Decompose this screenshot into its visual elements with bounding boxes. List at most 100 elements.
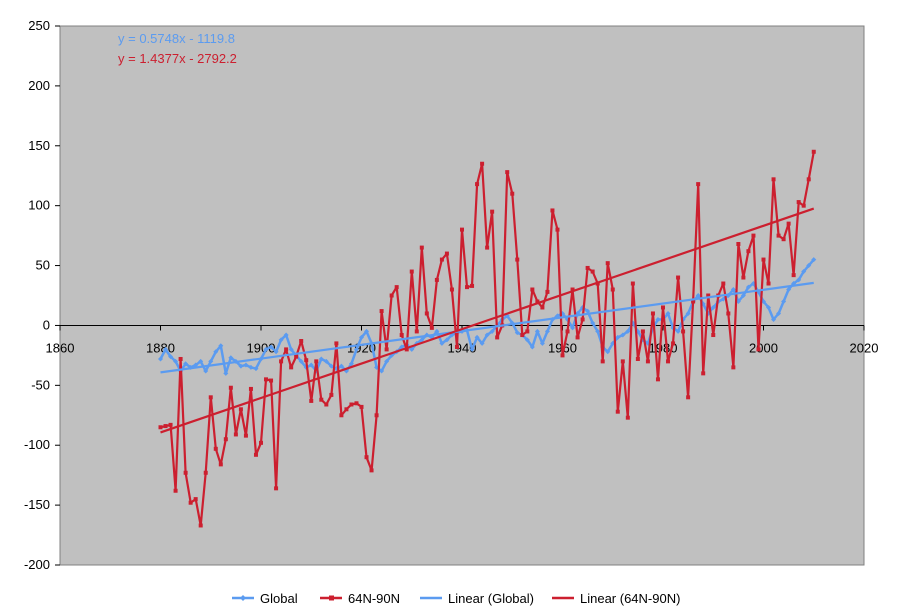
data-point	[640, 329, 645, 334]
data-point	[173, 358, 179, 364]
data-point	[530, 287, 535, 292]
data-point	[203, 368, 209, 374]
data-point	[615, 409, 620, 414]
data-point	[283, 332, 289, 338]
data-point	[545, 289, 550, 294]
data-point	[580, 317, 585, 322]
data-point	[720, 296, 726, 302]
data-point	[806, 263, 812, 269]
data-point	[740, 293, 746, 298]
data-point	[374, 413, 379, 418]
data-point	[544, 328, 550, 334]
data-point	[741, 275, 746, 280]
legend-marker	[329, 595, 334, 601]
data-point	[364, 455, 369, 460]
data-point	[268, 344, 274, 350]
data-point	[786, 221, 791, 226]
data-point	[324, 402, 329, 407]
trendline-layer	[160, 207, 815, 434]
data-point	[585, 308, 591, 314]
data-point	[761, 257, 766, 262]
data-point	[514, 330, 520, 336]
data-point	[359, 334, 364, 340]
legend-item: 64N-90N	[320, 591, 400, 606]
data-point	[213, 349, 219, 355]
data-point	[620, 332, 626, 338]
data-point	[329, 392, 334, 397]
data-point	[811, 257, 817, 263]
data-point	[465, 285, 470, 290]
data-point	[158, 425, 163, 430]
data-point	[379, 368, 385, 374]
data-point	[771, 177, 776, 182]
data-point	[630, 281, 635, 286]
data-point	[309, 398, 314, 403]
data-point	[163, 346, 169, 352]
data-point	[454, 345, 459, 350]
legend-item: Linear (Global)	[420, 591, 534, 606]
data-point	[248, 386, 253, 391]
data-point	[560, 353, 565, 358]
data-point	[801, 203, 806, 208]
data-point	[218, 343, 224, 349]
data-point	[736, 241, 741, 246]
data-point	[625, 415, 630, 420]
legend-item: Linear (64N-90N)	[552, 591, 680, 606]
data-point	[605, 261, 610, 266]
data-point	[253, 452, 258, 457]
data-point	[635, 356, 640, 361]
data-point	[671, 341, 676, 346]
y-axis-ticks: -200 -150 -100 -50 0 50 100 150 200 250	[24, 18, 60, 572]
data-point	[745, 284, 751, 290]
data-point	[469, 346, 475, 352]
data-point	[349, 402, 354, 407]
data-point	[198, 523, 203, 528]
data-point	[279, 359, 284, 364]
data-point	[208, 358, 214, 364]
data-point	[615, 334, 621, 340]
data-point	[590, 320, 596, 326]
data-point	[791, 273, 796, 278]
data-point	[479, 340, 485, 346]
data-point	[585, 265, 590, 270]
data-point	[288, 346, 294, 352]
data-point	[178, 356, 183, 361]
data-point	[269, 378, 274, 383]
data-point	[304, 358, 309, 363]
data-point	[429, 325, 434, 330]
x-tick-label: 1880	[146, 340, 175, 355]
data-point	[781, 237, 786, 242]
legend: Global 64N-90N Linear (Global) Linear (64N-…	[232, 591, 680, 606]
data-point	[701, 371, 706, 376]
data-point	[218, 462, 223, 467]
data-point	[168, 422, 173, 427]
data-point	[414, 329, 419, 334]
data-point	[570, 325, 576, 331]
data-point	[323, 358, 329, 364]
data-point	[515, 257, 520, 262]
data-point	[168, 354, 174, 360]
data-point	[460, 227, 464, 232]
data-point	[314, 359, 319, 364]
data-point	[550, 208, 555, 213]
data-point	[590, 269, 595, 274]
data-point	[771, 316, 777, 322]
x-tick-label: 1940	[448, 340, 477, 355]
y-tick-label: -150	[24, 497, 50, 512]
data-point	[228, 385, 233, 390]
data-point	[208, 395, 213, 400]
data-point	[294, 354, 299, 359]
data-point	[570, 287, 575, 292]
data-point	[605, 349, 611, 355]
data-point	[183, 470, 188, 475]
data-point	[625, 328, 631, 334]
data-point	[308, 362, 314, 368]
data-point	[439, 257, 444, 262]
data-point	[730, 287, 736, 293]
data-point	[213, 446, 218, 451]
data-point	[620, 359, 625, 364]
data-point	[273, 349, 279, 355]
series-layer	[158, 149, 817, 528]
data-point	[274, 486, 279, 491]
